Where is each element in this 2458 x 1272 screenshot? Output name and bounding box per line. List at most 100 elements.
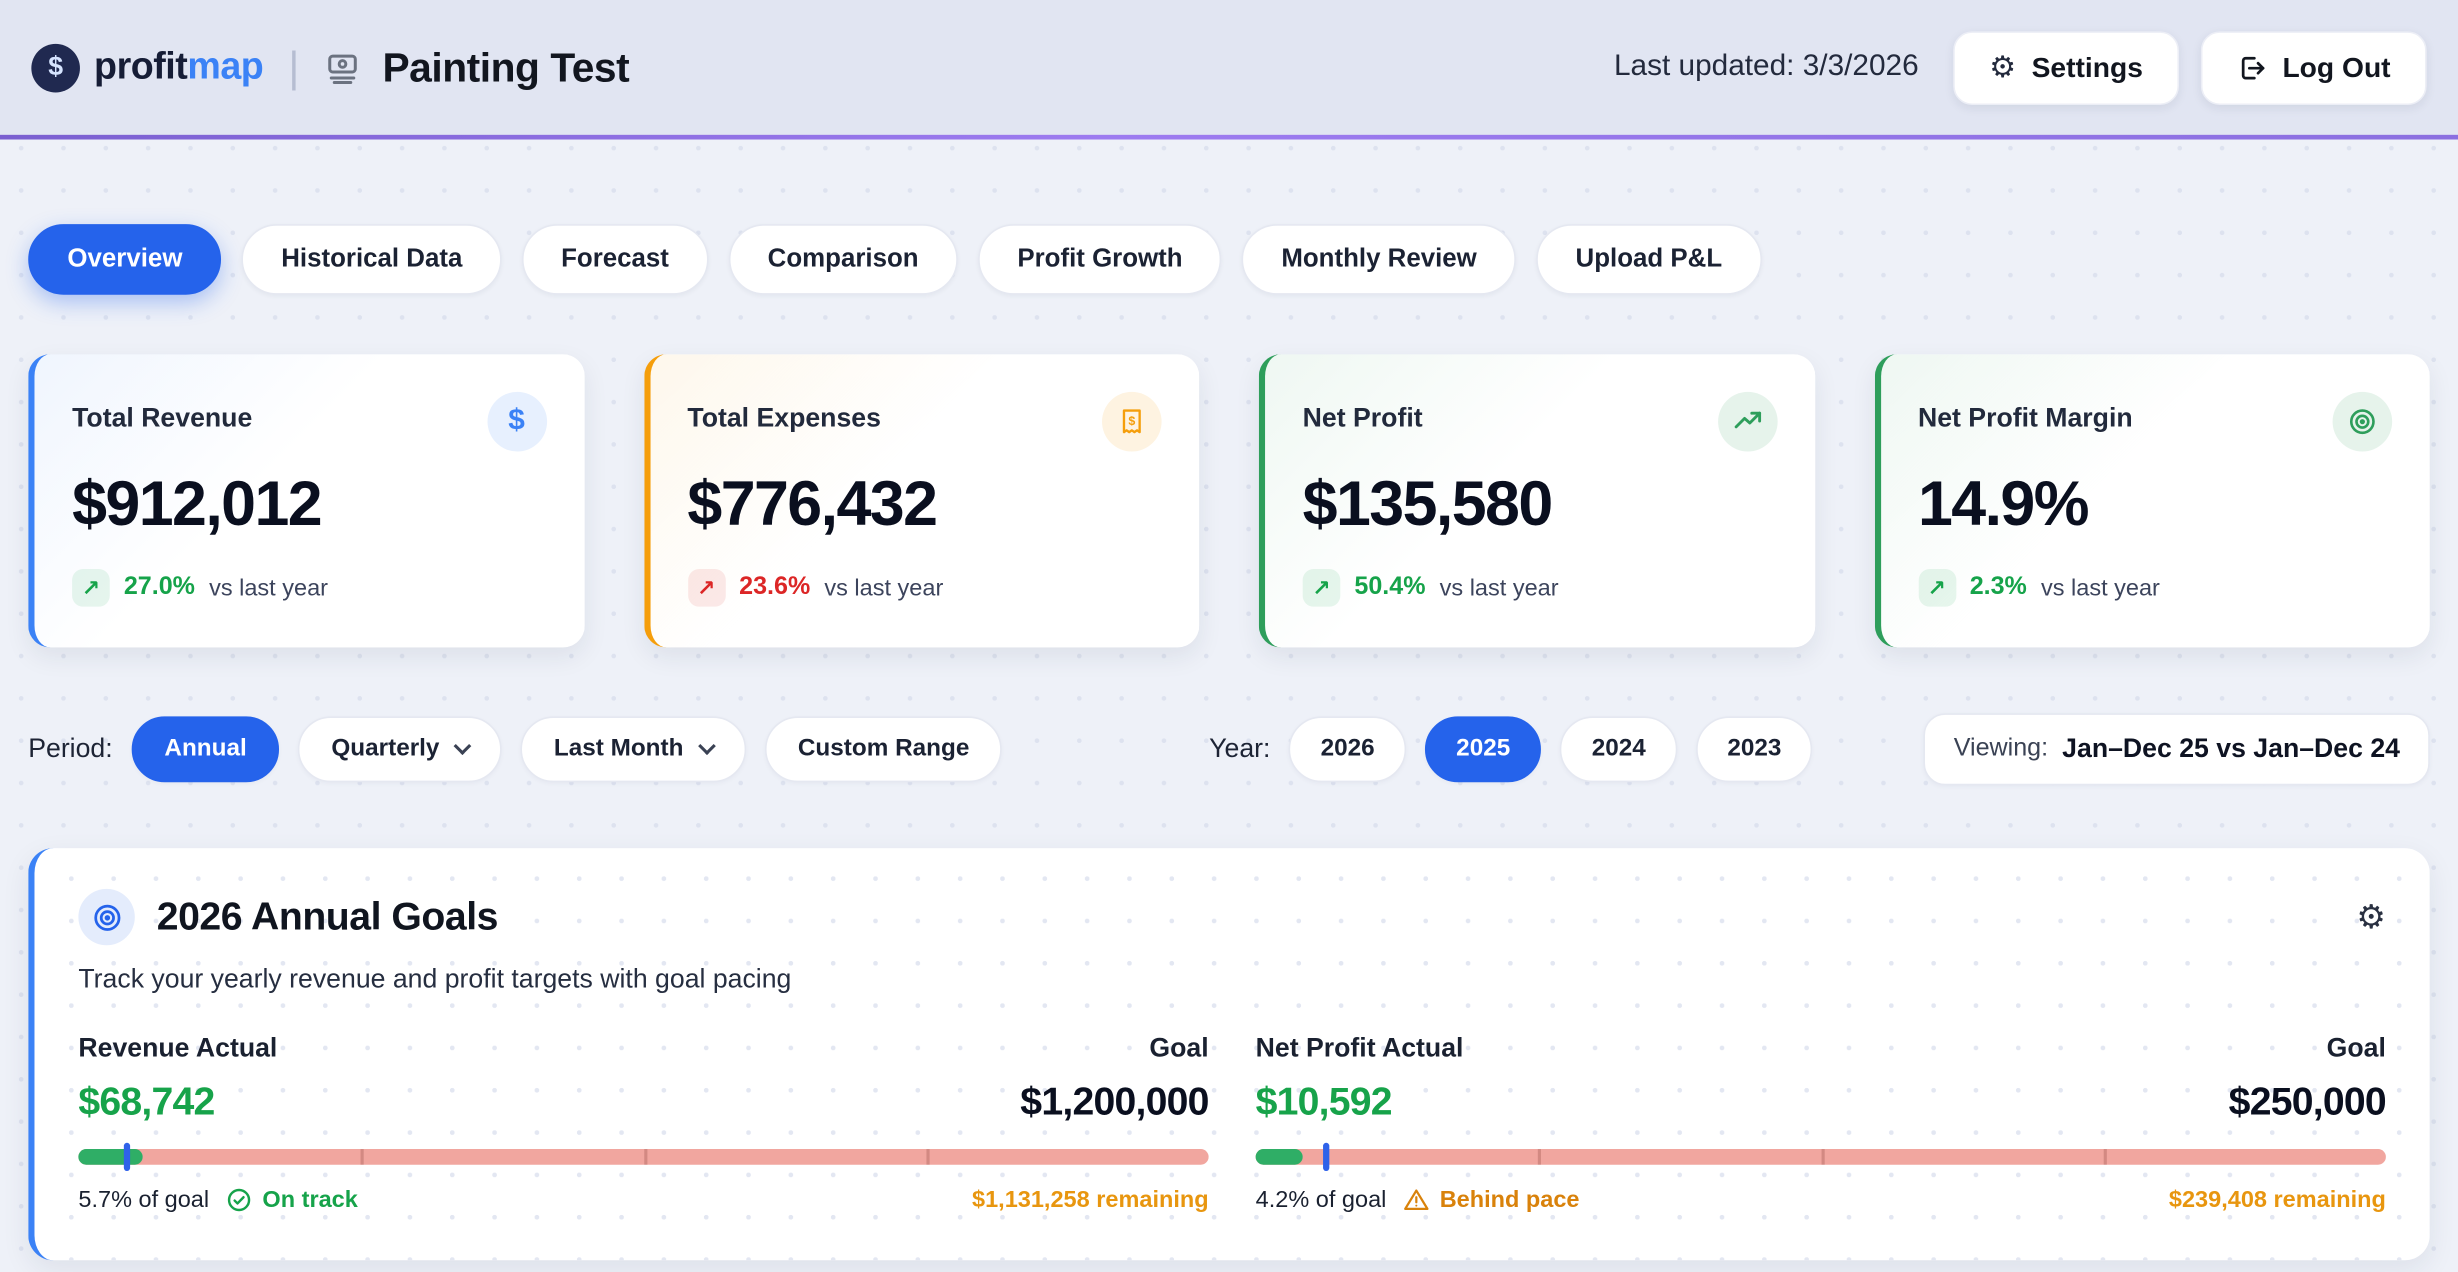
header-accent-line xyxy=(0,134,2458,140)
kpi-value: $776,432 xyxy=(687,470,938,540)
brand-name-secondary: map xyxy=(187,45,264,88)
year-2024-button[interactable]: 2024 xyxy=(1560,716,1678,783)
kpi-delta-value: 27.0% xyxy=(123,573,195,601)
goals-title: 2026 Annual Goals xyxy=(156,894,499,939)
goal-net-profit: Net Profit Actual Goal $10,592 $250,000 … xyxy=(1255,1033,2387,1214)
year-2023-button[interactable]: 2023 xyxy=(1695,716,1813,783)
kpi-value: $912,012 xyxy=(72,470,323,540)
logout-icon xyxy=(2237,53,2267,83)
period-annual-button[interactable]: Annual xyxy=(131,716,280,783)
chevron-down-icon xyxy=(454,737,472,756)
period-label: Period: xyxy=(28,733,113,764)
viewing-value: Jan–Dec 25 vs Jan–Dec 24 xyxy=(2062,733,2400,764)
period-annual-label: Annual xyxy=(164,735,247,762)
goal-progress-bar xyxy=(1255,1142,2386,1171)
trend-up-icon xyxy=(1717,391,1777,452)
kpi-title: Net Profit xyxy=(1302,402,1423,433)
last-updated-text: Last updated: 3/3/2026 xyxy=(1613,50,1919,84)
goal-remaining-text: $1,131,258 remaining xyxy=(972,1186,1209,1214)
svg-text:$: $ xyxy=(1128,414,1135,428)
goal-target-label: Goal xyxy=(1149,1033,1209,1063)
progress-fill xyxy=(78,1149,143,1165)
goal-target-value: $1,200,000 xyxy=(1020,1080,1209,1124)
year-2026-button[interactable]: 2026 xyxy=(1289,716,1407,783)
brand-name: profitmap xyxy=(94,45,264,89)
period-quarterly-dropdown[interactable]: Quarterly xyxy=(298,716,503,783)
brand-name-primary: profit xyxy=(94,45,188,88)
period-quarterly-label: Quarterly xyxy=(331,735,440,762)
kpi-cards-row: Total Revenue $ $912,012 ↗ 27.0% vs last… xyxy=(28,354,2430,648)
goal-progress-bar xyxy=(78,1142,1209,1171)
kpi-delta-value: 23.6% xyxy=(739,573,811,601)
progress-fill xyxy=(1255,1149,1304,1165)
chevron-down-icon xyxy=(698,737,716,756)
goal-status-text: Behind pace xyxy=(1439,1186,1580,1214)
tab-comparison[interactable]: Comparison xyxy=(728,224,958,295)
arrow-up-right-icon: ↗ xyxy=(1917,569,1956,607)
kpi-value: 14.9% xyxy=(1917,470,2090,540)
year-label: Year: xyxy=(1209,733,1271,764)
warning-icon xyxy=(1404,1189,1430,1210)
pace-marker xyxy=(1323,1142,1330,1171)
goal-percent-text: 5.7% of goal xyxy=(78,1186,210,1214)
kpi-delta-note: vs last year xyxy=(1439,574,1559,602)
tab-profit-growth[interactable]: Profit Growth xyxy=(978,224,1222,295)
target-icon xyxy=(2332,391,2393,452)
tab-overview[interactable]: Overview xyxy=(28,224,222,295)
arrow-up-right-icon: ↗ xyxy=(72,569,110,607)
goal-percent-text: 4.2% of goal xyxy=(1255,1186,1387,1214)
header-right: Last updated: 3/3/2026 ⚙ Settings Log Ou… xyxy=(1613,30,2427,105)
logout-button[interactable]: Log Out xyxy=(2200,30,2427,105)
company-icon xyxy=(324,49,360,85)
tab-bar: Overview Historical Data Forecast Compar… xyxy=(28,224,2430,295)
kpi-delta-value: 2.3% xyxy=(1969,573,2027,601)
kpi-card-total-expenses: Total Expenses $ $776,432 ↗ 23.6% vs las… xyxy=(643,354,1200,648)
period-custom-range-button[interactable]: Custom Range xyxy=(764,716,1003,783)
tab-forecast[interactable]: Forecast xyxy=(521,224,709,295)
kpi-delta-note: vs last year xyxy=(824,574,944,602)
goal-actual-label: Revenue Actual xyxy=(78,1033,278,1063)
receipt-icon: $ xyxy=(1102,391,1162,452)
arrow-up-right-icon: ↗ xyxy=(1302,569,1341,607)
goal-revenue: Revenue Actual Goal $68,742 $1,200,000 5… xyxy=(78,1033,1209,1214)
goal-status-badge: On track xyxy=(226,1186,358,1214)
goal-remaining-text: $239,408 remaining xyxy=(2168,1186,2386,1214)
arrow-up-right-icon: ↗ xyxy=(687,569,726,607)
pace-marker xyxy=(123,1142,130,1171)
kpi-title: Total Expenses xyxy=(687,402,881,433)
dollar-icon: $ xyxy=(486,391,547,452)
year-group: Year: 2026 2025 2024 2023 xyxy=(1209,716,1813,783)
year-2025-button[interactable]: 2025 xyxy=(1424,716,1542,783)
settings-button[interactable]: ⚙ Settings xyxy=(1953,30,2179,105)
header-left: $ profitmap | Painting Test xyxy=(31,43,630,92)
page-title: Painting Test xyxy=(382,43,630,91)
period-last-month-dropdown[interactable]: Last Month xyxy=(520,716,747,783)
kpi-card-net-profit: Net Profit $135,580 ↗ 50.4% vs last year xyxy=(1258,354,1815,648)
kpi-title: Total Revenue xyxy=(72,402,253,433)
kpi-delta-note: vs last year xyxy=(209,574,328,602)
brand-logo[interactable]: $ profitmap xyxy=(31,43,264,92)
goal-status-text: On track xyxy=(262,1186,358,1214)
filter-bar: Period: Annual Quarterly Last Month Cust… xyxy=(28,713,2430,786)
goals-grid: Revenue Actual Goal $68,742 $1,200,000 5… xyxy=(78,1033,2387,1214)
kpi-delta-note: vs last year xyxy=(2040,574,2160,602)
brand-dollar-icon: $ xyxy=(31,43,80,92)
goal-actual-value: $10,592 xyxy=(1255,1080,1393,1124)
viewing-label: Viewing: xyxy=(1953,735,2049,762)
goals-gear-icon[interactable]: ⚙ xyxy=(2356,899,2386,936)
tab-upload-pl[interactable]: Upload P&L xyxy=(1536,224,1762,295)
tab-historical-data[interactable]: Historical Data xyxy=(242,224,502,295)
circle-check-icon xyxy=(228,1188,251,1212)
period-group: Period: Annual Quarterly Last Month Cust… xyxy=(28,716,1003,783)
kpi-value: $135,580 xyxy=(1302,470,1554,540)
kpi-card-total-revenue: Total Revenue $ $912,012 ↗ 27.0% vs last… xyxy=(28,354,584,648)
tab-monthly-review[interactable]: Monthly Review xyxy=(1242,224,1516,295)
goal-target-label: Goal xyxy=(2326,1033,2386,1063)
header-divider: | xyxy=(288,43,300,91)
settings-button-label: Settings xyxy=(2031,50,2143,83)
main-content: Overview Historical Data Forecast Compar… xyxy=(0,224,2458,1261)
target-icon xyxy=(78,888,135,946)
gear-icon: ⚙ xyxy=(1989,50,2016,84)
app-header: $ profitmap | Painting Test Last updated… xyxy=(0,0,2458,135)
